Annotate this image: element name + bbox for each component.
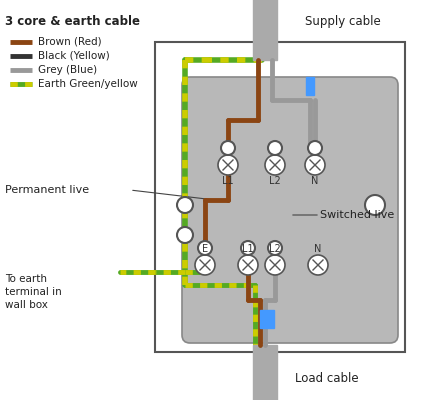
Circle shape [218, 155, 237, 175]
Circle shape [265, 155, 284, 175]
Text: L1: L1 [222, 176, 233, 186]
Text: To earth
terminal in
wall box: To earth terminal in wall box [5, 274, 62, 310]
Circle shape [198, 241, 211, 255]
Bar [155, 42, 404, 352]
Circle shape [177, 227, 193, 243]
Circle shape [240, 241, 254, 255]
Text: L2: L2 [268, 176, 280, 186]
Circle shape [268, 241, 281, 255]
Bar [253, 345, 276, 400]
Text: N: N [311, 176, 318, 186]
Circle shape [364, 195, 384, 215]
Circle shape [304, 155, 324, 175]
Text: Black (Yellow): Black (Yellow) [38, 51, 109, 61]
Circle shape [195, 255, 215, 275]
Circle shape [221, 141, 234, 155]
Text: Switched live: Switched live [319, 210, 393, 220]
Circle shape [307, 141, 321, 155]
Circle shape [237, 255, 257, 275]
Text: L2: L2 [268, 244, 280, 254]
Text: 3 core & earth cable: 3 core & earth cable [5, 15, 140, 28]
Text: E: E [201, 244, 207, 254]
Text: Load cable: Load cable [294, 372, 358, 384]
Text: Grey (Blue): Grey (Blue) [38, 65, 97, 75]
Text: Brown (Red): Brown (Red) [38, 37, 101, 47]
Circle shape [268, 141, 281, 155]
Text: Earth Green/yellow: Earth Green/yellow [38, 79, 138, 89]
Circle shape [177, 197, 193, 213]
Circle shape [265, 255, 284, 275]
FancyBboxPatch shape [181, 77, 397, 343]
Text: L1: L1 [242, 244, 253, 254]
Bar [259, 310, 273, 328]
Circle shape [307, 255, 327, 275]
Bar [253, 0, 276, 60]
Text: N: N [314, 244, 321, 254]
Text: Permanent live: Permanent live [5, 185, 89, 195]
Bar [305, 77, 313, 95]
Text: Supply cable: Supply cable [304, 16, 380, 28]
